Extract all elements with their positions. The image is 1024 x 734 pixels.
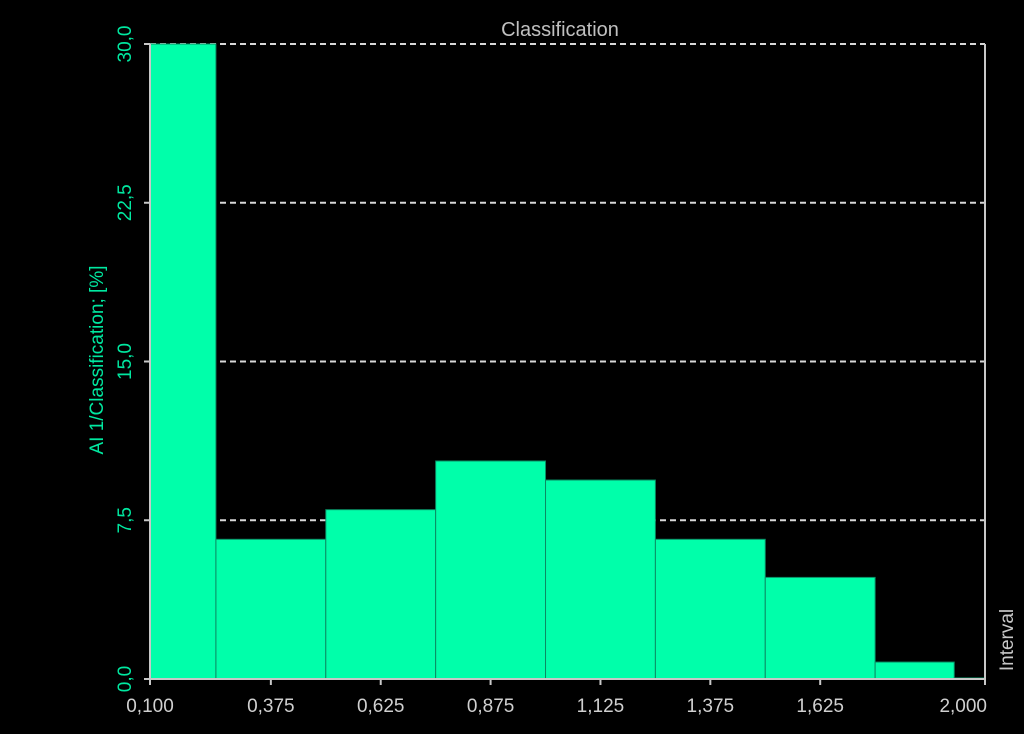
histogram-bar (149, 43, 217, 680)
histogram-bar (654, 538, 766, 680)
y-axis-label: AI 1/Classification; [%] (87, 265, 108, 454)
x-tick-label: 0,875 (467, 696, 515, 717)
axis-layer (144, 43, 986, 685)
y-tick-label: 22,5 (115, 184, 136, 221)
y-tick-labels: 0,0 7,5 15,0 22,5 30,0 (115, 26, 136, 693)
histogram-bar (215, 538, 327, 680)
x-tick-label: 0,375 (247, 696, 295, 717)
histogram-bar (435, 460, 547, 680)
x-tick-label: 0,100 (126, 696, 174, 717)
x-tick-label: 1,375 (687, 696, 735, 717)
y-tick-label: 15,0 (115, 343, 136, 380)
histogram-bar (325, 509, 437, 680)
histogram-bar (545, 479, 656, 680)
grid-layer (150, 43, 985, 522)
x-tick-labels: 0,100 0,375 0,625 0,875 1,125 1,375 1,625 2,000 (126, 696, 987, 717)
y-tick-label: 30,0 (115, 26, 136, 63)
x-axis-label: Interval (997, 609, 1018, 671)
chart-title: Classification (501, 19, 619, 41)
x-tick-label: 2,000 (939, 696, 987, 717)
x-tick-label: 0,625 (357, 696, 405, 717)
histogram-bar (874, 661, 955, 680)
y-tick-label: 0,0 (115, 666, 136, 692)
histogram-bar (764, 576, 876, 680)
y-tick-label: 7,5 (115, 507, 136, 533)
bar-layer (149, 43, 986, 680)
x-tick-label: 1,125 (577, 696, 625, 717)
x-tick-label: 1,625 (796, 696, 844, 717)
